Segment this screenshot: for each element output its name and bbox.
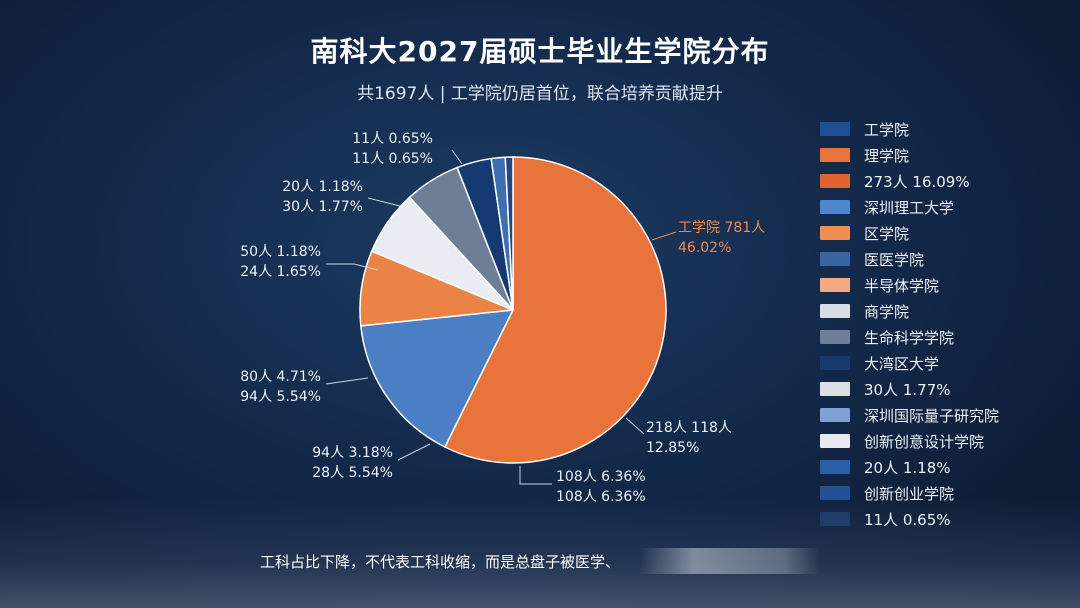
slice-leader-line-5 <box>326 263 379 271</box>
chart-legend: 工学院理学院 273人 16.09% 深圳理工大学 区学院医医学院半导体学院商学院生命… <box>820 116 1070 532</box>
slice-leader-line-0 <box>651 231 677 241</box>
legend-label: 半导体学院 <box>864 276 940 295</box>
legend-item: 商学院 <box>820 298 1070 324</box>
legend-swatch <box>820 252 850 266</box>
caption-blur-overlay <box>640 548 820 574</box>
legend-item: 深圳理工大学 <box>820 194 1070 220</box>
legend-swatch <box>820 512 850 526</box>
legend-swatch <box>820 226 850 240</box>
legend-swatch <box>820 174 850 188</box>
slice-label-7-0: 11人 0.65% <box>352 131 433 147</box>
slice-leader-line-2 <box>519 466 552 485</box>
slice-label-3-1: 28人 5.54% <box>312 465 393 481</box>
slice-label-5-1: 24人 1.65% <box>240 264 321 280</box>
slice-leader-line-7 <box>451 149 463 165</box>
legend-label: 深圳理工大学 <box>864 198 955 217</box>
chart-subtitle: 共1697人 | 工学院仍居首位，联合培养贡献提升 <box>357 84 723 104</box>
legend-item: 半导体学院 <box>820 272 1070 298</box>
pie-slice-1 <box>359 309 515 449</box>
slice-label-0-0: 工学院 781人 <box>678 220 765 236</box>
legend-label: 工学院 <box>864 120 910 139</box>
slice-leader-line-3 <box>397 443 431 461</box>
legend-item: 深圳国际量子研究院 <box>820 402 1070 428</box>
legend-swatch <box>820 356 850 370</box>
legend-label: 273人 16.09% <box>864 172 970 191</box>
legend-swatch <box>820 434 850 448</box>
legend-label: 医医学院 <box>864 250 925 269</box>
legend-swatch <box>820 330 850 344</box>
legend-swatch <box>820 382 850 396</box>
pie-slice-7 <box>504 156 514 311</box>
slice-label-0-1: 46.02% <box>678 240 731 256</box>
caption-text: 工科占比下降，不代表工科收缩，而是总盘子被医学、 <box>260 553 621 571</box>
pie-slice-0 <box>443 156 667 464</box>
legend-swatch <box>820 460 850 474</box>
slice-label-2-0: 108人 6.36% <box>556 469 646 485</box>
slice-label-3-0: 94人 3.18% <box>312 445 393 461</box>
legend-label: 创新创意设计学院 <box>864 432 985 451</box>
slice-label-1-1: 12.85% <box>646 440 699 456</box>
slice-label-4-0: 80人 4.71% <box>240 369 321 385</box>
legend-item: 30人 1.77% <box>820 376 1070 402</box>
legend-swatch <box>820 278 850 292</box>
legend-label: 30人 1.77% <box>864 380 951 399</box>
legend-swatch <box>820 304 850 318</box>
legend-item: 区学院 <box>820 220 1070 246</box>
slice-leader-line-6 <box>367 197 401 207</box>
legend-swatch <box>820 148 850 162</box>
slice-leader-line-4 <box>325 377 369 385</box>
slice-leader-line-1 <box>625 417 645 435</box>
legend-item: 工学院 <box>820 116 1070 142</box>
legend-label: 创新创业学院 <box>864 484 955 503</box>
legend-item: 医医学院 <box>820 246 1070 272</box>
slice-label-6-1: 30人 1.77% <box>282 199 363 215</box>
legend-label: 生命科学学院 <box>864 328 955 347</box>
legend-item: 理学院 <box>820 142 1070 168</box>
slice-label-4-1: 94人 5.54% <box>240 389 321 405</box>
legend-item: 生命科学学院 <box>820 324 1070 350</box>
legend-label: 理学院 <box>864 146 910 165</box>
slice-label-7-1: 11人 0.65% <box>352 151 433 167</box>
legend-item: 创新创业学院 <box>820 480 1070 506</box>
slice-label-1-0: 218人 118人 <box>646 420 732 436</box>
legend-item: 大湾区大学 <box>820 350 1070 376</box>
legend-swatch <box>820 122 850 136</box>
legend-label: 20人 1.18% <box>864 458 951 477</box>
legend-item: 11人 0.65% <box>820 506 1070 532</box>
slice-label-6-0: 20人 1.18% <box>282 179 363 195</box>
legend-label: 11人 0.65% <box>864 510 951 529</box>
legend-label: 区学院 <box>864 224 910 243</box>
legend-swatch <box>820 200 850 214</box>
legend-item: 创新创意设计学院 <box>820 428 1070 454</box>
slice-label-2-1: 108人 6.36% <box>556 489 646 505</box>
legend-label: 商学院 <box>864 302 910 321</box>
legend-label: 深圳国际量子研究院 <box>864 406 1000 425</box>
chart-title: 南科大2027届硕士毕业生学院分布 <box>310 35 770 68</box>
legend-label: 大湾区大学 <box>864 354 940 373</box>
slice-label-5-0: 50人 1.18% <box>240 244 321 260</box>
legend-swatch <box>820 486 850 500</box>
legend-item: 273人 16.09% <box>820 168 1070 194</box>
legend-item: 20人 1.18% <box>820 454 1070 480</box>
legend-swatch <box>820 408 850 422</box>
